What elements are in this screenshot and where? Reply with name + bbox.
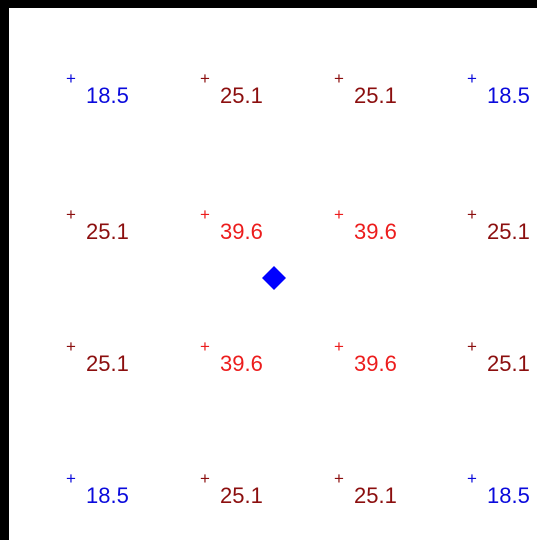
crosshair-icon: + — [334, 337, 344, 356]
crosshair-icon: + — [66, 205, 76, 224]
crosshair-icon: + — [467, 69, 477, 88]
crosshair-icon: + — [66, 337, 76, 356]
crosshair-icon: + — [200, 69, 210, 88]
crosshair-icon: + — [334, 469, 344, 488]
grid-value-label: 18.5 — [86, 483, 129, 508]
crosshair-icon: + — [467, 337, 477, 356]
grid-value-label: 25.1 — [354, 483, 397, 508]
grid-point: +39.6 — [334, 338, 454, 378]
crosshair-icon: + — [66, 469, 76, 488]
grid-value-label: 18.5 — [86, 83, 129, 108]
grid-value-label: 39.6 — [220, 219, 263, 244]
grid-point: +39.6 — [200, 206, 320, 246]
grid-point: +25.1 — [334, 470, 454, 510]
grid-value-label: 39.6 — [354, 351, 397, 376]
grid-point: +18.5 — [66, 470, 186, 510]
grid-point: +25.1 — [467, 338, 537, 378]
grid-value-label: 25.1 — [220, 83, 263, 108]
grid-value-label: 18.5 — [487, 83, 530, 108]
grid-point: +25.1 — [200, 470, 320, 510]
crosshair-icon: + — [200, 205, 210, 224]
marker-diamond-icon — [262, 266, 286, 290]
grid-point: +25.1 — [334, 70, 454, 110]
grid-point: +25.1 — [467, 206, 537, 246]
grid-point: +39.6 — [200, 338, 320, 378]
crosshair-icon: + — [467, 469, 477, 488]
crosshair-icon: + — [334, 205, 344, 224]
grid-value-label: 39.6 — [220, 351, 263, 376]
grid-point: +18.5 — [66, 70, 186, 110]
grid-value-label: 18.5 — [487, 483, 530, 508]
grid-value-label: 25.1 — [86, 219, 129, 244]
grid-value-label: 25.1 — [487, 351, 530, 376]
crosshair-icon: + — [200, 469, 210, 488]
grid-point: +18.5 — [467, 70, 537, 110]
top-border — [0, 0, 537, 8]
crosshair-icon: + — [66, 69, 76, 88]
grid-value-label: 25.1 — [487, 219, 530, 244]
grid-point: +39.6 — [334, 206, 454, 246]
grid-value-label: 25.1 — [354, 83, 397, 108]
grid-point: +25.1 — [200, 70, 320, 110]
grid-point: +18.5 — [467, 470, 537, 510]
grid-value-label: 25.1 — [220, 483, 263, 508]
crosshair-icon: + — [200, 337, 210, 356]
grid-point: +25.1 — [66, 338, 186, 378]
left-border — [0, 0, 9, 540]
crosshair-icon: + — [467, 205, 477, 224]
grid-value-label: 25.1 — [86, 351, 129, 376]
grid-value-label: 39.6 — [354, 219, 397, 244]
crosshair-icon: + — [334, 69, 344, 88]
grid-point: +25.1 — [66, 206, 186, 246]
